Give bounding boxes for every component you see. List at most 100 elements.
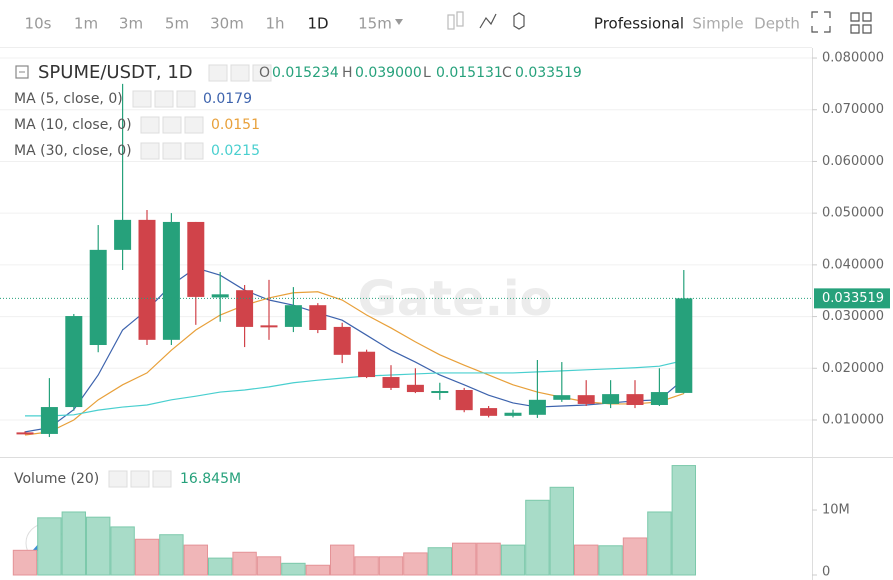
volume-label: Volume (20) [14,471,99,487]
legend-value: 0.0215 [211,143,260,159]
ohlc-value: 0.015131 [436,65,503,81]
legend-icon[interactable] [154,90,174,108]
legend-icon[interactable] [162,142,182,160]
watermark: Gate.io [358,271,553,327]
legend-icon[interactable] [184,116,204,134]
legend-icon[interactable] [252,64,272,82]
candle-body [431,391,449,394]
volume-bar [134,538,160,576]
candle-body [162,221,180,340]
ohlc-key: O [259,65,270,81]
interval-button[interactable]: 30m [210,15,244,33]
volume-bar [622,537,648,576]
y-tick-label: 0.070000 [822,102,884,117]
interval-button[interactable]: 1D [307,15,328,33]
interval-button[interactable]: 3m [119,15,143,33]
candle-body [480,408,498,416]
candle-body [114,219,132,250]
fullscreen-icon[interactable] [811,11,831,33]
mode-button[interactable]: Professional [594,15,684,33]
legend-value: 0.0151 [211,117,260,133]
plot: Gate.io [0,57,812,576]
candle-body [406,384,424,393]
candle-icon[interactable] [456,11,464,27]
ma-line [25,359,684,417]
y-tick-label: 0.040000 [822,257,884,272]
legend-icon[interactable] [184,142,204,160]
volume-bar [12,549,38,576]
ohlc-value: 0.015234 [272,65,339,81]
dropdown-arrow [395,19,403,25]
ohlc-key: H [342,65,353,81]
interval-button[interactable]: 5m [165,15,189,33]
volume-bar [452,542,477,576]
volume-bar [37,517,62,576]
legend-icon[interactable] [140,116,160,134]
volume-bar [281,562,306,576]
y-tick-label: 0.020000 [822,361,884,376]
y-tick-label: 0.050000 [822,206,884,221]
volume-bar [159,534,184,576]
ohlc-key: L [423,65,431,81]
toolbar-icons[interactable] [447,11,872,34]
candle-body [284,305,302,327]
y-tick-label: 0.010000 [822,412,884,427]
legend-icon[interactable] [162,116,182,134]
volume-bar [403,552,428,576]
legend-label: MA (5, close, 0) [14,91,123,107]
candle-body [65,316,83,408]
candle-body [89,249,107,346]
volume-bar [427,547,453,576]
settings-icon[interactable] [513,12,525,30]
volume-bar [256,556,282,576]
mode-button[interactable]: Depth [754,15,800,33]
volume-bar [647,511,672,576]
volume-bar [86,516,111,576]
volume-bar [500,544,526,576]
legend-icon[interactable] [176,90,196,108]
legend-icon[interactable] [108,470,128,488]
legend-icon[interactable] [152,470,172,488]
interval-button[interactable]: 1m [74,15,98,33]
candle-body [382,377,400,388]
legend-value: 0.0179 [203,91,252,107]
ohlc-value: 0.039000 [355,65,422,81]
interval-button[interactable]: 15m [358,15,392,33]
candle-body [333,326,351,355]
ohlc-key: C [502,65,512,81]
collapse-icon[interactable] [15,65,29,79]
ma-line [24,267,685,433]
legend-icon[interactable] [130,470,150,488]
volume-tick-label: 10M [822,503,850,518]
ohlc-value: 0.033519 [515,65,582,81]
layout-icon[interactable] [850,12,872,34]
candle-body [16,432,34,435]
volume-bar [549,486,574,576]
indicator-icon[interactable] [479,13,497,29]
volume-bar [330,544,355,576]
chart-title: SPUME/USDT, 1D [38,62,193,83]
candle-body [602,394,620,404]
volume-bar [208,557,233,576]
volume-bar [525,499,550,576]
legend-icon[interactable] [132,90,152,108]
candle-body [138,219,156,340]
candle-body [40,407,58,434]
volume-bar [354,556,379,576]
mode-button[interactable]: Simple [692,15,743,33]
interval-button[interactable]: 10s [25,15,52,33]
volume-bar [183,544,209,576]
interval-button[interactable]: 1h [265,15,284,33]
candle-icon[interactable] [447,14,455,30]
volume-tick-label: 0 [822,565,830,580]
legend-icon[interactable] [140,142,160,160]
volume-legend-value: 16.845M [180,471,241,487]
volume-bar [110,526,135,576]
y-tick-label: 0.030000 [822,309,884,324]
volume-bar [378,556,404,576]
legend-label: MA (10, close, 0) [14,117,132,133]
legend-icon[interactable] [230,64,250,82]
legend-icon[interactable] [208,64,228,82]
candle-body [675,298,693,393]
